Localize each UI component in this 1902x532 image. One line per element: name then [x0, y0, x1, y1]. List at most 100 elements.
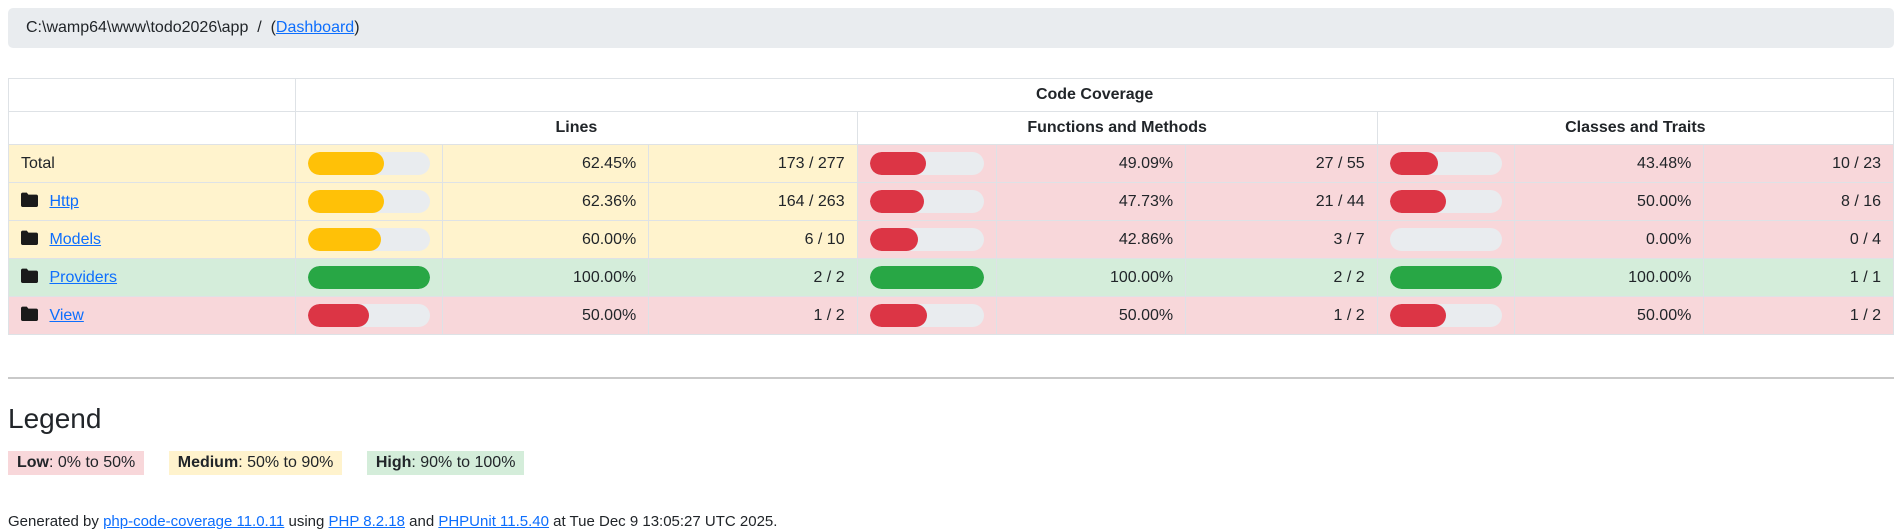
classes-ratio: 0 / 4 [1703, 220, 1894, 259]
lines-percent: 50.00% [441, 296, 650, 335]
functions-percent: 50.00% [995, 296, 1187, 335]
lines-ratio: 173 / 277 [648, 144, 858, 183]
functions-progress-fill [869, 152, 926, 175]
item-link[interactable]: Models [49, 230, 102, 248]
breadcrumb-path: C:\wamp64\www\todo2026\app [26, 19, 249, 36]
lines-percent: 60.00% [441, 220, 650, 259]
functions-progress-bar [869, 228, 984, 251]
lines-progress-fill [308, 190, 384, 213]
table-row: Models 60.00% 6 / 10 42.86% 3 / 7 0.00% … [7, 220, 1894, 259]
code-coverage-header: Code Coverage [295, 78, 1894, 112]
folder-icon [21, 268, 38, 288]
legend-badge-range: : 50% to 90% [238, 454, 334, 471]
legend-badge: Medium: 50% to 90% [168, 451, 343, 475]
folder-icon [21, 192, 38, 212]
lines-percent: 62.36% [441, 182, 650, 221]
classes-percent: 50.00% [1513, 296, 1705, 335]
classes-percent: 43.48% [1513, 144, 1705, 183]
functions-ratio: 21 / 44 [1185, 182, 1378, 221]
classes-progress-bar [1389, 228, 1502, 251]
table-row: Total 62.45% 173 / 277 49.09% 27 / 55 43… [7, 144, 1894, 183]
functions-ratio: 1 / 2 [1185, 296, 1378, 335]
legend-badge: High: 90% to 100% [366, 451, 525, 475]
lines-ratio: 2 / 2 [648, 258, 858, 297]
lines-progress-fill [308, 152, 385, 175]
table-row: Http 62.36% 164 / 263 47.73% 21 / 44 50.… [7, 182, 1894, 221]
classes-progress-fill [1389, 266, 1502, 289]
functions-progress-bar [869, 190, 984, 213]
legend-badge-label: Medium [177, 454, 239, 471]
breadcrumb: C:\wamp64\www\todo2026\app / (Dashboard) [8, 8, 1894, 48]
lines-progress-bar [308, 304, 430, 327]
table-row: View 50.00% 1 / 2 50.00% 1 / 2 50.00% 1 … [7, 296, 1894, 335]
classes-progress-bar [1389, 190, 1502, 213]
coverage-table: Code Coverage Lines Functions and Method… [7, 78, 1895, 335]
functions-ratio: 2 / 2 [1185, 258, 1378, 297]
folder-icon [21, 230, 38, 250]
classes-ratio: 10 / 23 [1703, 144, 1894, 183]
coverage-table-body: Total 62.45% 173 / 277 49.09% 27 / 55 43… [7, 144, 1894, 335]
lines-ratio: 1 / 2 [648, 296, 858, 335]
functions-progress-fill [869, 304, 927, 327]
functions-ratio: 3 / 7 [1185, 220, 1378, 259]
functions-percent: 100.00% [995, 258, 1187, 297]
table-row: Providers 100.00% 2 / 2 100.00% 2 / 2 10… [7, 258, 1894, 297]
breadcrumb-separator: / [248, 19, 271, 36]
functions-progress-fill [869, 228, 919, 251]
functions-progress-bar [869, 266, 984, 289]
table-column-header-row: Lines Functions and Methods Classes and … [7, 111, 1895, 145]
legend-badge-label: Low [17, 454, 49, 471]
legend-title: Legend [8, 403, 102, 434]
classes-percent: 0.00% [1513, 220, 1705, 259]
classes-progress-fill [1389, 152, 1439, 175]
functions-ratio: 27 / 55 [1185, 144, 1378, 183]
functions-progress-bar [869, 152, 984, 175]
phpunit-link[interactable]: PHPUnit 11.5.40 [438, 513, 549, 530]
lines-ratio: 164 / 263 [648, 182, 858, 221]
lines-progress-bar [308, 152, 430, 175]
classes-ratio: 8 / 16 [1703, 182, 1894, 221]
divider [8, 377, 1894, 379]
classes-progress-bar [1389, 304, 1502, 327]
functions-percent: 47.73% [995, 182, 1187, 221]
functions-progress-fill [869, 190, 924, 213]
breadcrumb-dashboard-link[interactable]: Dashboard [275, 19, 355, 36]
legend-badge: Low: 0% to 50% [8, 451, 145, 475]
functions-progress-fill [869, 266, 984, 289]
classes-percent: 100.00% [1513, 258, 1705, 297]
footer-generated-by: Generated by [8, 513, 104, 530]
footer-and: and [404, 513, 439, 530]
php-code-coverage-link[interactable]: php-code-coverage 11.0.11 [103, 513, 285, 530]
lines-ratio: 6 / 10 [648, 220, 858, 259]
item-link[interactable]: View [49, 306, 84, 324]
functions-percent: 42.86% [995, 220, 1187, 259]
breadcrumb-paren-open: ( [270, 19, 276, 36]
column-header-classes: Classes and Traits [1376, 111, 1895, 145]
table-group-header-row: Code Coverage [7, 78, 1894, 112]
breadcrumb-paren-close: ) [354, 19, 360, 36]
php-link[interactable]: PHP 8.2.18 [328, 513, 405, 530]
lines-progress-bar [308, 266, 430, 289]
classes-progress-bar [1389, 266, 1502, 289]
classes-percent: 50.00% [1513, 182, 1705, 221]
column-header-lines: Lines [295, 111, 858, 145]
legend-badge-range: : 0% to 50% [49, 454, 136, 471]
item-link[interactable]: Providers [49, 268, 118, 286]
lines-progress-bar [308, 190, 430, 213]
empty-header-cell [7, 111, 297, 145]
item-label: Total [21, 154, 55, 172]
legend-badge-range: : 90% to 100% [411, 454, 516, 471]
column-header-functions: Functions and Methods [856, 111, 1378, 145]
classes-progress-fill [1389, 190, 1446, 213]
lines-progress-fill [308, 266, 430, 289]
item-link[interactable]: Http [49, 192, 79, 210]
legend-badge-label: High [375, 454, 412, 471]
lines-percent: 62.45% [441, 144, 650, 183]
classes-progress-fill [1389, 304, 1446, 327]
classes-ratio: 1 / 1 [1703, 258, 1894, 297]
footer: Generated by php-code-coverage 11.0.11 u… [8, 513, 1894, 530]
lines-percent: 100.00% [441, 258, 650, 297]
functions-percent: 49.09% [995, 144, 1187, 183]
footer-using: using [284, 513, 329, 530]
classes-ratio: 1 / 2 [1703, 296, 1894, 335]
